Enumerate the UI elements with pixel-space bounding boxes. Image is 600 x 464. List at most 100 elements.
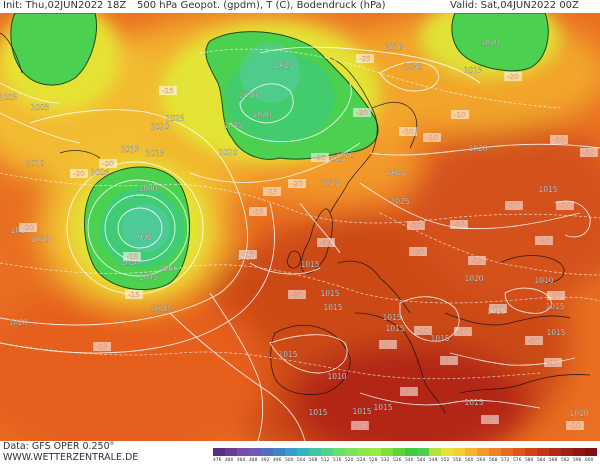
- scale-label: 540: [405, 458, 414, 463]
- temperature-label: -20: [291, 291, 302, 299]
- temperature-label-bg: [288, 290, 306, 299]
- scale-swatch: [417, 448, 430, 456]
- temperature-label-bg: [351, 421, 369, 430]
- pressure-label: 1020: [384, 43, 403, 52]
- temperature-label-bg: [566, 421, 584, 430]
- pressure-label: 1010: [150, 304, 169, 313]
- scale-swatch: [525, 448, 538, 456]
- temperature-label-bg: [440, 356, 458, 365]
- scale-swatch: [321, 448, 334, 456]
- pressure-label: 1020: [480, 38, 499, 47]
- scale-label: 476: [213, 458, 222, 463]
- temperature-label: -10: [528, 337, 539, 345]
- scale-label: 592: [561, 458, 570, 463]
- temperature-label: -10: [550, 292, 561, 300]
- temperature-label-bg: [489, 304, 507, 313]
- temperature-label-bg: [451, 110, 469, 119]
- scale-label: 564: [477, 458, 486, 463]
- scale-label: 488: [249, 458, 258, 463]
- temperature-label-bg: [249, 207, 267, 216]
- temperature-label-bg: [505, 201, 523, 210]
- temperature-label-bg: [356, 54, 374, 63]
- pressure-label: 1015: [463, 66, 482, 75]
- pressure-label: 990: [161, 264, 176, 273]
- temperature-label: -10: [403, 388, 414, 396]
- pressure-label: 1020: [252, 110, 271, 119]
- temperature-label: -10: [402, 128, 413, 136]
- pressure-label: 1005: [30, 103, 49, 112]
- pressure-label: 1035: [223, 121, 242, 130]
- scale-label: 552: [441, 458, 450, 463]
- scale-label: 492: [261, 458, 270, 463]
- scale-swatch: [213, 448, 226, 456]
- temperature-label: -10: [457, 328, 468, 336]
- scale-swatch: [537, 448, 550, 456]
- temperature-label-bg: [70, 169, 88, 178]
- pressure-label: 1015: [278, 350, 297, 359]
- scale-label: 516: [333, 458, 342, 463]
- pressure-label: 1020: [464, 274, 483, 283]
- pressure-label: 1025: [390, 197, 409, 206]
- scale-swatch: [345, 448, 358, 456]
- pressure-label: 1015: [352, 407, 371, 416]
- temperature-label: -20: [356, 109, 367, 117]
- scale-label: 520: [345, 458, 354, 463]
- temperature-label-bg: [288, 179, 306, 188]
- pressure-label: 1010: [25, 159, 44, 168]
- pressure-label: 1010: [327, 372, 346, 381]
- temperature-label-bg: [263, 187, 281, 196]
- scale-label: 600: [585, 458, 594, 463]
- pressure-label: 1020: [218, 148, 237, 157]
- scale-label: 484: [237, 458, 246, 463]
- scale-swatch: [225, 448, 238, 456]
- temperature-label-bg: [353, 108, 371, 117]
- pressure-label: 1015: [386, 168, 405, 177]
- pressure-label: 1025: [320, 179, 339, 188]
- scale-swatch: [369, 448, 382, 456]
- scale-label: 584: [537, 458, 546, 463]
- scale-swatch: [309, 448, 322, 456]
- pressure-label: 1015: [120, 145, 139, 154]
- scale-label: 532: [381, 458, 390, 463]
- temperature-label: -15: [492, 305, 503, 313]
- temperature-label: -15: [266, 188, 277, 196]
- scale-swatch: [405, 448, 418, 456]
- temperature-label: -10: [508, 202, 519, 210]
- temperature-label-bg: [544, 358, 562, 367]
- pressure-label: 1010: [534, 276, 553, 285]
- temperature-label: -15: [471, 257, 482, 265]
- temperature-label-bg: [159, 86, 177, 95]
- scale-swatch: [513, 448, 526, 456]
- pressure-label: 1030: [238, 91, 257, 100]
- scale-swatch: [297, 448, 310, 456]
- scale-label: 508: [309, 458, 318, 463]
- temperature-label: -15: [96, 343, 107, 351]
- scale-swatch: [585, 448, 597, 456]
- scale-swatch: [393, 448, 406, 456]
- scale-swatch: [261, 448, 274, 456]
- pressure-label: 995: [138, 233, 153, 242]
- scale-swatch: [501, 448, 514, 456]
- temperature-label: -10: [553, 136, 564, 144]
- scale-label: 560: [465, 458, 474, 463]
- pressure-label: 1015: [300, 260, 319, 269]
- map-header: Init: Thu,02JUN2022 18Z 500 hPa Geopot. …: [0, 0, 600, 13]
- color-scale-labels: 476 480 484 488 492 496 500 504 508 512 516 520 524 5…: [213, 457, 597, 464]
- temperature-label-bg: [19, 223, 37, 232]
- pressure-label: 1015: [546, 328, 565, 337]
- pressure-label: 1015: [385, 324, 404, 333]
- scale-label: 504: [297, 458, 306, 463]
- pressure-label: 1025: [165, 114, 184, 123]
- temperature-label: -10: [382, 341, 393, 349]
- temperature-label-bg: [409, 247, 427, 256]
- scale-label: 496: [273, 458, 282, 463]
- map-title: 500 hPa Geopot. (gpdm), T (C), Bodendruc…: [137, 0, 386, 11]
- temperature-label: -15: [453, 221, 464, 229]
- scale-label: 524: [357, 458, 366, 463]
- pressure-label: 1030: [403, 62, 422, 71]
- init-time-label: Init: Thu,02JUN2022 18Z: [3, 0, 127, 11]
- temperature-label-bg: [407, 221, 425, 230]
- temperature-label-bg: [580, 148, 598, 157]
- pressure-label: 1015: [274, 61, 293, 70]
